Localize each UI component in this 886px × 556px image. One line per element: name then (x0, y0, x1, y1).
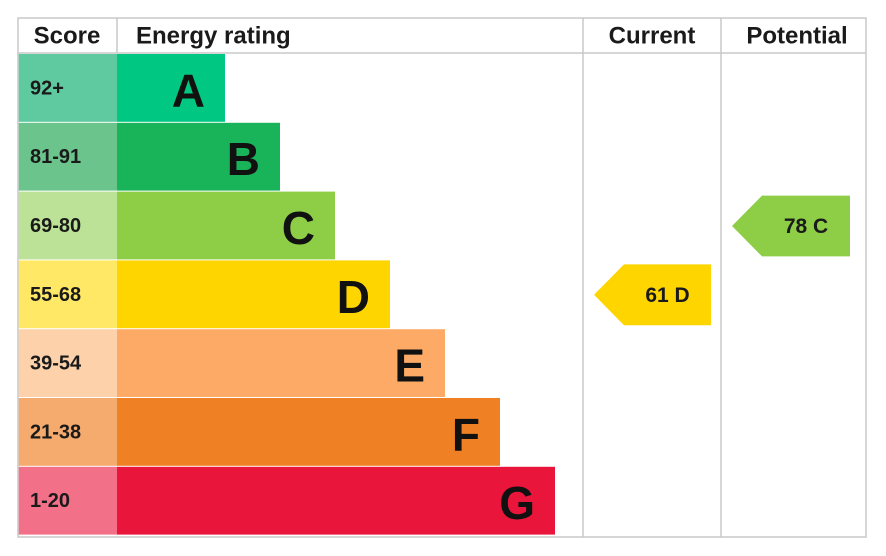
score-cell (18, 466, 117, 535)
potential-arrow (732, 195, 850, 257)
header-energy-rating: Energy rating (136, 23, 291, 50)
rating-bar (117, 122, 280, 191)
score-cell (18, 260, 117, 329)
header-potential: Potential (746, 23, 847, 50)
rating-letter: E (394, 340, 425, 392)
rating-letter: F (452, 408, 480, 460)
rating-letter: A (172, 64, 205, 116)
potential-label: 78 C (784, 215, 828, 238)
rating-letter: B (227, 133, 260, 185)
potential-value: 78 (784, 215, 808, 238)
rating-letter: D (337, 271, 370, 323)
rating-bar (117, 329, 445, 397)
score-cell (18, 329, 117, 397)
rating-bar (117, 54, 225, 122)
score-label: 92+ (30, 77, 64, 99)
current-rating: D (675, 283, 690, 306)
frame (17, 17, 867, 538)
current-value: 61 (645, 283, 669, 306)
rating-bar (117, 260, 390, 329)
current-label: 61 D (645, 283, 689, 306)
score-cell (18, 54, 117, 122)
score-label: 21-38 (30, 421, 81, 443)
score-cell (18, 398, 117, 466)
rating-letter: G (499, 477, 535, 529)
rating-letter: C (282, 202, 315, 254)
score-cell (18, 191, 117, 260)
current-arrow (594, 264, 711, 326)
rating-bar (117, 191, 335, 260)
score-label: 39-54 (30, 353, 82, 375)
score-label: 1-20 (30, 490, 70, 512)
rating-bar (117, 398, 500, 466)
potential-rating: C (813, 215, 828, 238)
rating-bar (117, 466, 555, 535)
score-label: 55-68 (30, 284, 81, 306)
score-label: 69-80 (30, 215, 81, 237)
header-score: Score (34, 23, 101, 50)
header-current: Current (609, 23, 696, 50)
score-label: 81-91 (30, 146, 81, 168)
score-cell (18, 122, 117, 191)
